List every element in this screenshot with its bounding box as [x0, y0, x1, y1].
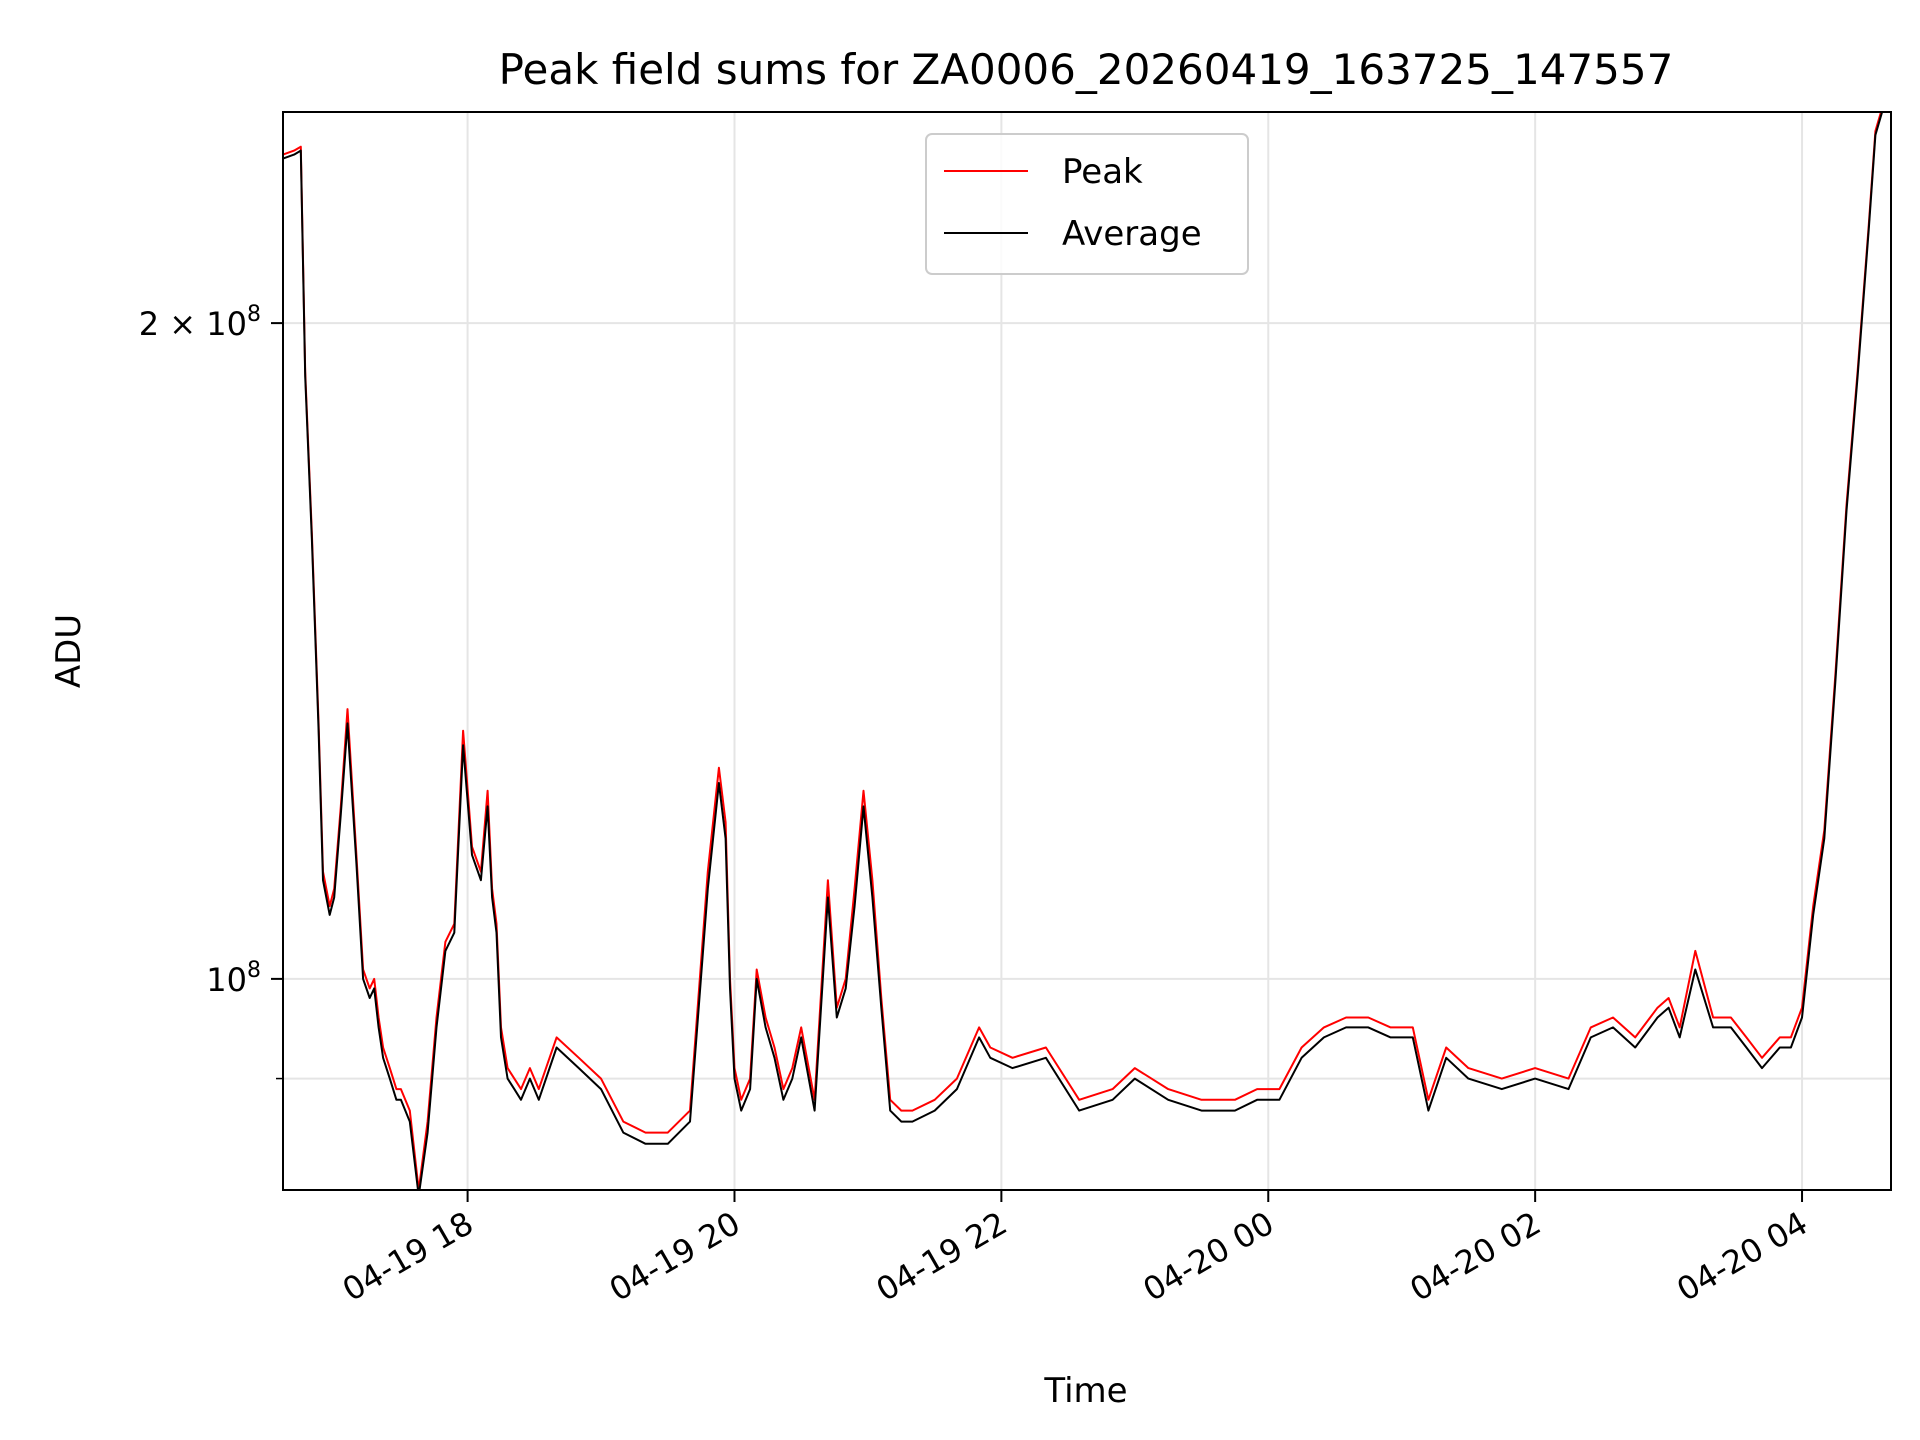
y-tick-label: 2 × 108: [139, 302, 261, 343]
y-tick-label-base: 10: [206, 961, 247, 999]
y-tick-label-exponent: 8: [247, 302, 261, 327]
y-tick-label-base: 2 × 10: [139, 305, 247, 343]
grid-layer: [283, 112, 1891, 1190]
plot-area-frame: [282, 111, 1892, 1191]
y-tick-label: 108: [206, 958, 261, 999]
series-layer: [283, 112, 1884, 1190]
legend-box: [925, 133, 1249, 275]
y-tick-label-exponent: 8: [247, 958, 261, 983]
legend-label-average: Average: [1062, 214, 1202, 254]
series-line-average: [283, 112, 1884, 1190]
legend-label-peak: Peak: [1062, 152, 1143, 192]
y-axis-label: ADU: [49, 614, 89, 688]
chart-title: Peak field sums for ZA0006_20260419_1637…: [499, 45, 1674, 94]
legend: Peak Average: [925, 133, 1249, 275]
x-axis-label: Time: [1043, 1371, 1127, 1411]
